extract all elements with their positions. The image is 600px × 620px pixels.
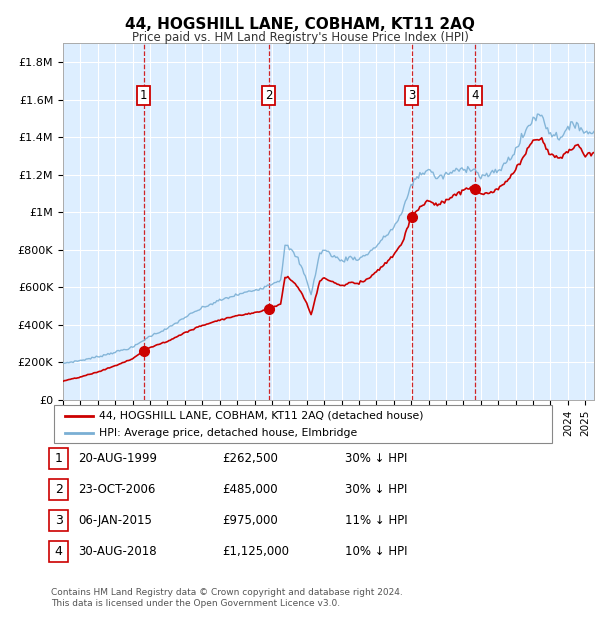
Text: 1: 1 <box>140 89 148 102</box>
Text: 10% ↓ HPI: 10% ↓ HPI <box>345 546 407 558</box>
Text: Price paid vs. HM Land Registry's House Price Index (HPI): Price paid vs. HM Land Registry's House … <box>131 31 469 44</box>
Text: 20-AUG-1999: 20-AUG-1999 <box>78 453 157 465</box>
Text: 4: 4 <box>55 546 63 558</box>
Text: £975,000: £975,000 <box>222 515 278 527</box>
Text: 1: 1 <box>55 453 63 465</box>
Text: 44, HOGSHILL LANE, COBHAM, KT11 2AQ: 44, HOGSHILL LANE, COBHAM, KT11 2AQ <box>125 17 475 32</box>
Text: 06-JAN-2015: 06-JAN-2015 <box>78 515 152 527</box>
Text: 30-AUG-2018: 30-AUG-2018 <box>78 546 157 558</box>
Text: 11% ↓ HPI: 11% ↓ HPI <box>345 515 407 527</box>
Text: HPI: Average price, detached house, Elmbridge: HPI: Average price, detached house, Elmb… <box>99 428 357 438</box>
Text: 3: 3 <box>408 89 415 102</box>
Text: Contains HM Land Registry data © Crown copyright and database right 2024.
This d: Contains HM Land Registry data © Crown c… <box>51 588 403 608</box>
Text: £485,000: £485,000 <box>222 484 278 496</box>
Text: 23-OCT-2006: 23-OCT-2006 <box>78 484 155 496</box>
Text: 3: 3 <box>55 515 63 527</box>
Text: 2: 2 <box>55 484 63 496</box>
Text: £262,500: £262,500 <box>222 453 278 465</box>
Text: 30% ↓ HPI: 30% ↓ HPI <box>345 453 407 465</box>
Text: £1,125,000: £1,125,000 <box>222 546 289 558</box>
Text: 2: 2 <box>265 89 272 102</box>
Text: 4: 4 <box>471 89 479 102</box>
Text: 30% ↓ HPI: 30% ↓ HPI <box>345 484 407 496</box>
Text: 44, HOGSHILL LANE, COBHAM, KT11 2AQ (detached house): 44, HOGSHILL LANE, COBHAM, KT11 2AQ (det… <box>99 410 424 420</box>
